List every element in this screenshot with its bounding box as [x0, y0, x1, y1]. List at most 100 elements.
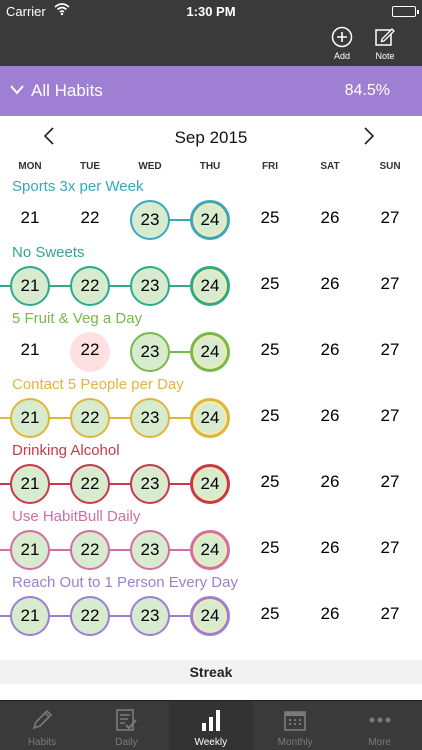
habit-name[interactable]: Use HabitBull Daily [12, 508, 141, 525]
day-cell[interactable]: 26 [320, 208, 340, 227]
day-cell[interactable]: 24 [190, 596, 230, 636]
tab-weekly[interactable]: Weekly [168, 701, 253, 750]
day-cell[interactable]: 22 [70, 596, 110, 636]
day-cell[interactable]: 22 [70, 530, 110, 570]
habit-row: 5 Fruit & Veg a Day 21 22 23 24 25 26 27 [0, 310, 422, 376]
battery-icon [392, 6, 419, 17]
day-cell[interactable]: 24 [190, 200, 230, 240]
tab-bar: Habits Daily Weekly Monthly More [0, 700, 422, 750]
day-cell[interactable]: 27 [380, 472, 400, 491]
day-cell[interactable]: 26 [320, 406, 340, 425]
day-cell[interactable]: 21 [10, 266, 50, 306]
habit-row: Reach Out to 1 Person Every Day 21 22 23 24 2… [0, 574, 422, 640]
tab-more[interactable]: More [338, 701, 422, 750]
day-cell[interactable]: 24 [190, 266, 230, 306]
habit-name[interactable]: Sports 3x per Week [12, 178, 144, 195]
all-habits-dropdown[interactable]: All Habits 84.5% [0, 66, 422, 116]
day-cell[interactable]: 26 [320, 340, 340, 359]
wifi-icon [54, 2, 70, 19]
weekday-4: FRI [261, 161, 279, 172]
tab-monthly[interactable]: Monthly [253, 701, 337, 750]
habit-row: No Sweets 21 22 23 24 25 26 27 [0, 244, 422, 310]
day-cell[interactable]: 22 [70, 332, 110, 372]
day-cell[interactable]: 25 [260, 472, 280, 491]
tab-daily[interactable]: Daily [84, 701, 168, 750]
ellipsis-icon [338, 701, 422, 735]
habit-name[interactable]: 5 Fruit & Veg a Day [12, 310, 143, 327]
chevron-left-icon[interactable] [42, 126, 56, 151]
month-label: Sep 2015 [174, 128, 248, 147]
status-bar: Carrier 1:30 PM [0, 0, 422, 22]
nav-bar: Add Note [0, 22, 422, 66]
day-cell[interactable]: 21 [10, 596, 50, 636]
calendar-icon [253, 701, 337, 735]
day-cell[interactable]: 27 [380, 604, 400, 623]
habit-row: Use HabitBull Daily 21 22 23 24 25 26 27 [0, 508, 422, 574]
weekday-1: TUE [80, 161, 100, 172]
day-cell[interactable]: 27 [380, 208, 400, 227]
weekday-header: MON TUE WED THU FRI SAT SUN [0, 161, 422, 175]
day-cell[interactable]: 23 [130, 266, 170, 306]
day-cell[interactable]: 24 [190, 530, 230, 570]
note-label: Note [375, 51, 395, 61]
day-cell[interactable]: 21 [10, 398, 50, 438]
day-cell[interactable]: 24 [190, 464, 230, 504]
weekday-0: MON [18, 161, 42, 172]
day-cell[interactable]: 23 [130, 200, 170, 240]
day-cell[interactable]: 25 [260, 406, 280, 425]
day-cell[interactable]: 22 [70, 266, 110, 306]
day-cell[interactable]: 23 [130, 332, 170, 372]
pencil-icon [0, 701, 84, 735]
day-cell[interactable]: 25 [260, 604, 280, 623]
day-cell[interactable]: 26 [320, 274, 340, 293]
day-cell[interactable]: 26 [320, 472, 340, 491]
tab-habits[interactable]: Habits [0, 701, 84, 750]
day-cell[interactable]: 25 [260, 208, 280, 227]
chevron-right-icon[interactable] [362, 126, 376, 151]
weekday-5: SAT [320, 161, 340, 172]
day-cell[interactable]: 24 [190, 332, 230, 372]
habit-name[interactable]: No Sweets [12, 244, 85, 261]
chevron-down-icon [9, 83, 25, 101]
day-cell[interactable]: 27 [380, 274, 400, 293]
filter-title: All Habits [31, 81, 103, 100]
habit-name[interactable]: Contact 5 People per Day [12, 376, 184, 393]
habit-name[interactable]: Drinking Alcohol [12, 442, 120, 459]
day-cell[interactable]: 24 [190, 398, 230, 438]
day-cell[interactable]: 23 [130, 530, 170, 570]
day-cell[interactable]: 23 [130, 596, 170, 636]
completion-percent: 84.5% [344, 82, 390, 99]
day-cell[interactable]: 27 [380, 538, 400, 557]
habit-row: Sports 3x per Week 21 22 23 24 25 26 27 [0, 178, 422, 244]
tab-label: Daily [115, 737, 138, 748]
day-cell[interactable]: 26 [320, 604, 340, 623]
streak-label[interactable]: Streak [0, 660, 422, 684]
day-cell[interactable]: 25 [260, 340, 280, 359]
day-cell[interactable]: 21 [20, 340, 40, 359]
day-cell[interactable]: 27 [380, 340, 400, 359]
tab-label: Monthly [277, 737, 313, 748]
add-button[interactable]: Add [324, 26, 360, 64]
day-cell[interactable]: 25 [260, 538, 280, 557]
note-button[interactable]: Note [367, 26, 403, 64]
day-cell[interactable]: 22 [70, 464, 110, 504]
tab-label: More [368, 737, 391, 748]
day-cell[interactable]: 25 [260, 274, 280, 293]
tab-label: Habits [27, 737, 57, 748]
day-cell[interactable]: 21 [20, 208, 40, 227]
habit-name[interactable]: Reach Out to 1 Person Every Day [12, 574, 238, 591]
day-cell[interactable]: 21 [10, 464, 50, 504]
bar-chart-icon [169, 701, 253, 735]
day-cell[interactable]: 27 [380, 406, 400, 425]
tab-label: Weekly [194, 737, 228, 748]
habit-row: Drinking Alcohol 21 22 23 24 25 26 27 [0, 442, 422, 508]
day-cell[interactable]: 22 [80, 208, 100, 227]
habit-row: Contact 5 People per Day 21 22 23 24 25 26 27 [0, 376, 422, 442]
day-cell[interactable]: 22 [70, 398, 110, 438]
carrier-label: Carrier [6, 4, 46, 19]
day-cell[interactable]: 21 [10, 530, 50, 570]
day-cell[interactable]: 26 [320, 538, 340, 557]
plus-circle-icon [324, 26, 360, 50]
day-cell[interactable]: 23 [130, 398, 170, 438]
day-cell[interactable]: 23 [130, 464, 170, 504]
